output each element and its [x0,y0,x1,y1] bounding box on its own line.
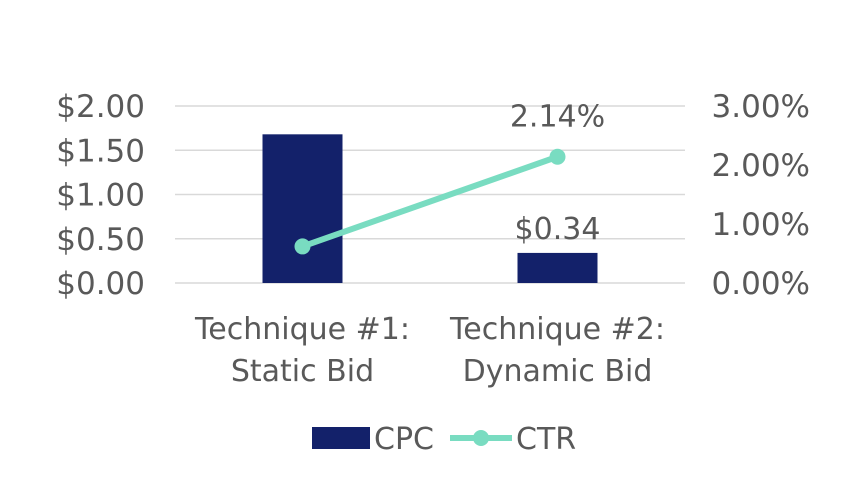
legend-ctr-swatch-marker [473,430,489,446]
category-label: Technique #2: [449,312,665,347]
legend: CPC CTR [312,422,576,457]
right-axis-tick-label: 3.00% [712,89,810,125]
cpc-bar [262,134,343,283]
category-label: Technique #1: [194,312,410,347]
cpc-bar [517,252,598,283]
gridlines [175,105,685,284]
data-labels: $0.34 2.14% [510,100,605,247]
cpc-data-label: $0.34 [515,212,601,247]
legend-cpc-label: CPC [374,422,434,457]
ctr-data-label: 2.14% [510,100,605,135]
category-label: Static Bid [231,354,374,389]
left-axis-ticks: $0.00 $0.50 $1.00 $1.50 $2.00 [56,89,145,302]
ctr-point [549,148,566,165]
category-axis-labels: Technique #1: Static Bid Technique #2: Dyna… [194,312,665,389]
cpc-bars [262,134,598,283]
left-axis-tick-label: $1.00 [56,178,145,214]
left-axis-tick-label: $0.00 [56,266,145,302]
ctr-line-series [294,148,566,255]
left-axis-tick-label: $1.50 [56,133,145,169]
left-axis-tick-label: $0.50 [56,222,145,258]
legend-cpc-swatch [312,427,370,449]
ctr-point [294,238,311,255]
left-axis-tick-label: $2.00 [56,89,145,125]
right-axis-tick-label: 1.00% [712,207,810,243]
ctr-line [299,153,561,250]
right-axis-tick-label: 2.00% [712,148,810,184]
legend-ctr-label: CTR [516,422,576,457]
category-label: Dynamic Bid [463,354,653,389]
right-axis-tick-label: 0.00% [712,266,810,302]
right-axis-ticks: 0.00% 1.00% 2.00% 3.00% [712,89,810,302]
